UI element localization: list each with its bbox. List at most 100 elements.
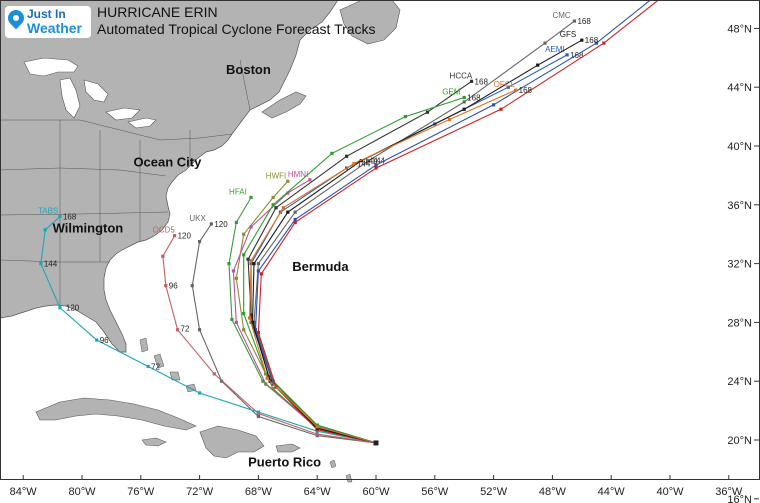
model-name-label: HWFI xyxy=(266,171,286,180)
track-point xyxy=(315,425,319,429)
track-point xyxy=(330,151,334,155)
lat-tick-label: 16°N xyxy=(727,494,752,503)
track-point xyxy=(256,331,260,335)
lon-tick-label: 72°W xyxy=(186,486,214,498)
lat-tick-label: 40°N xyxy=(727,141,752,153)
track-point xyxy=(499,107,503,111)
track-point xyxy=(247,316,252,320)
track-point xyxy=(246,257,250,261)
track-point xyxy=(345,154,349,158)
track-point xyxy=(242,311,246,316)
track-point xyxy=(469,79,474,83)
track-point xyxy=(594,41,599,45)
forecast-hour-label: 72 xyxy=(151,363,160,372)
lat-tick-label: 44°N xyxy=(727,82,752,94)
forecast-hour-label: 120 xyxy=(66,304,80,313)
model-name-label: HCCA xyxy=(450,71,473,80)
track-point xyxy=(253,328,258,332)
storm-origin-marker xyxy=(373,440,379,446)
model-name-label: CMC xyxy=(552,11,570,20)
track-point xyxy=(198,391,202,395)
track-point xyxy=(403,115,407,119)
forecast-hour-label: 168 xyxy=(577,17,591,26)
track-point xyxy=(259,272,263,276)
track-point xyxy=(242,232,246,236)
forecast-hour-label: 96 xyxy=(100,336,109,345)
state-borders xyxy=(0,59,251,305)
storm-title: HURRICANE ERIN xyxy=(97,4,218,20)
track-point xyxy=(506,85,510,89)
track-point xyxy=(256,414,260,419)
track-point xyxy=(234,276,238,280)
track-point xyxy=(514,88,518,92)
map-header: HURRICANE ERIN Automated Tropical Cyclon… xyxy=(97,4,376,38)
track-point xyxy=(256,262,260,266)
lat-tick-label: 36°N xyxy=(727,200,752,212)
model-name-label: UKX xyxy=(189,214,206,223)
track-point xyxy=(425,110,430,114)
latitude-axis: 48°N 44°N 40°N 36°N 32°N 28°N 24°N 20°N 16°N xyxy=(727,23,759,503)
track-point xyxy=(293,217,297,222)
great-lakes xyxy=(23,57,157,129)
track-line xyxy=(40,216,377,444)
forecast-hour-label: 168 xyxy=(63,213,77,222)
track-line xyxy=(257,0,660,444)
track-point xyxy=(231,269,236,273)
model-name-label: OCD5 xyxy=(153,226,176,235)
track-point xyxy=(164,284,168,288)
logo-line1: Just In xyxy=(27,7,66,21)
track-point xyxy=(209,222,213,226)
track-point xyxy=(249,259,253,263)
place-label: Ocean City xyxy=(133,155,202,170)
logo-line2: Weather xyxy=(27,20,82,36)
model-name-label: GFS xyxy=(560,30,576,39)
track-point xyxy=(565,53,569,57)
lon-tick-label: 64°W xyxy=(304,486,332,498)
track-point xyxy=(602,41,606,45)
track-point xyxy=(374,163,378,167)
track-point xyxy=(95,338,99,342)
track-point xyxy=(256,410,260,414)
track-point xyxy=(230,317,234,322)
track-point xyxy=(462,95,466,100)
track-point xyxy=(492,103,496,107)
place-label: Wilmington xyxy=(53,221,124,236)
track-point xyxy=(281,206,285,210)
track-point xyxy=(58,214,62,219)
bahamas xyxy=(139,337,353,483)
forecast-hour-label: 144 xyxy=(364,157,378,166)
place-label: Bermuda xyxy=(292,259,349,274)
track-point xyxy=(271,386,275,391)
track-point xyxy=(234,320,238,324)
track-point xyxy=(293,220,297,225)
forecast-hour-label: 120 xyxy=(178,232,192,241)
lat-tick-label: 24°N xyxy=(727,376,752,388)
lon-tick-label: 80°W xyxy=(68,486,96,498)
track-point xyxy=(286,191,290,195)
lon-tick-label: 76°W xyxy=(127,486,155,498)
forecast-hour-label: 168 xyxy=(475,77,489,86)
newfoundland xyxy=(339,0,401,45)
lon-tick-label: 48°W xyxy=(539,486,567,498)
track-point xyxy=(190,284,194,288)
track-point xyxy=(274,206,278,210)
track-line xyxy=(191,223,377,444)
lon-tick-label: 56°W xyxy=(421,486,449,498)
model-name-label: HMNI xyxy=(288,170,308,179)
track-point xyxy=(175,328,180,332)
track-point xyxy=(572,19,577,23)
track-point xyxy=(212,372,216,376)
place-label: Puerto Rico xyxy=(248,454,321,469)
puerto-rico-island xyxy=(275,443,301,453)
track-point xyxy=(271,203,275,207)
place-label: Boston xyxy=(226,62,271,77)
track-point xyxy=(543,41,547,45)
track-point xyxy=(43,228,47,232)
track-point xyxy=(261,379,265,383)
track-point xyxy=(173,234,177,238)
lon-tick-label: 52°W xyxy=(480,486,508,498)
track-point xyxy=(293,210,297,214)
forecast-hour-label: 96 xyxy=(169,282,178,291)
